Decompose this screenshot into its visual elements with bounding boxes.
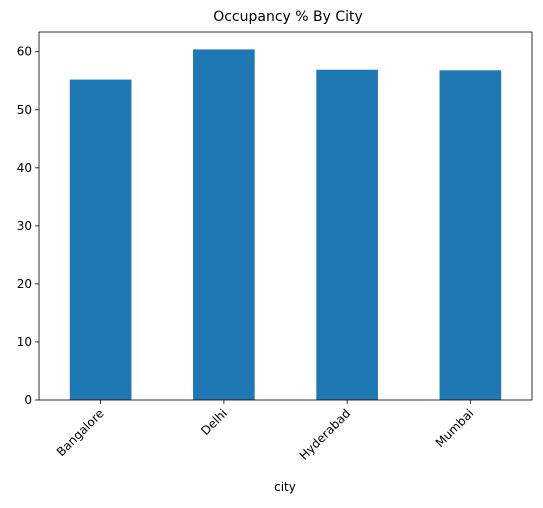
x-tick-label: Bangalore <box>54 406 107 459</box>
bar-hyderabad <box>316 69 378 401</box>
x-tick-label: Hyderabad <box>297 406 354 463</box>
y-tick-label: 50 <box>17 103 32 117</box>
bar-mumbai <box>439 70 502 401</box>
plot-area: Bangalore Delhi Hyderabad Mumbai 0 10 20 30 40 50… <box>17 31 533 463</box>
x-axis-label: city <box>274 480 296 494</box>
chart-title: Occupancy % By City <box>213 9 363 25</box>
y-tick-label: 20 <box>17 277 32 291</box>
y-tick-label: 40 <box>17 161 32 175</box>
y-tick-label: 0 <box>24 393 32 407</box>
bar-bangalore <box>69 79 132 400</box>
bar-delhi <box>193 49 255 401</box>
x-tick-label: Delhi <box>198 406 230 438</box>
y-tick-label: 60 <box>17 45 32 59</box>
plot-frame <box>38 31 533 401</box>
y-tick-label: 10 <box>17 335 32 349</box>
x-tick-label: Mumbai <box>433 406 477 450</box>
y-tick-label: 30 <box>17 219 32 233</box>
